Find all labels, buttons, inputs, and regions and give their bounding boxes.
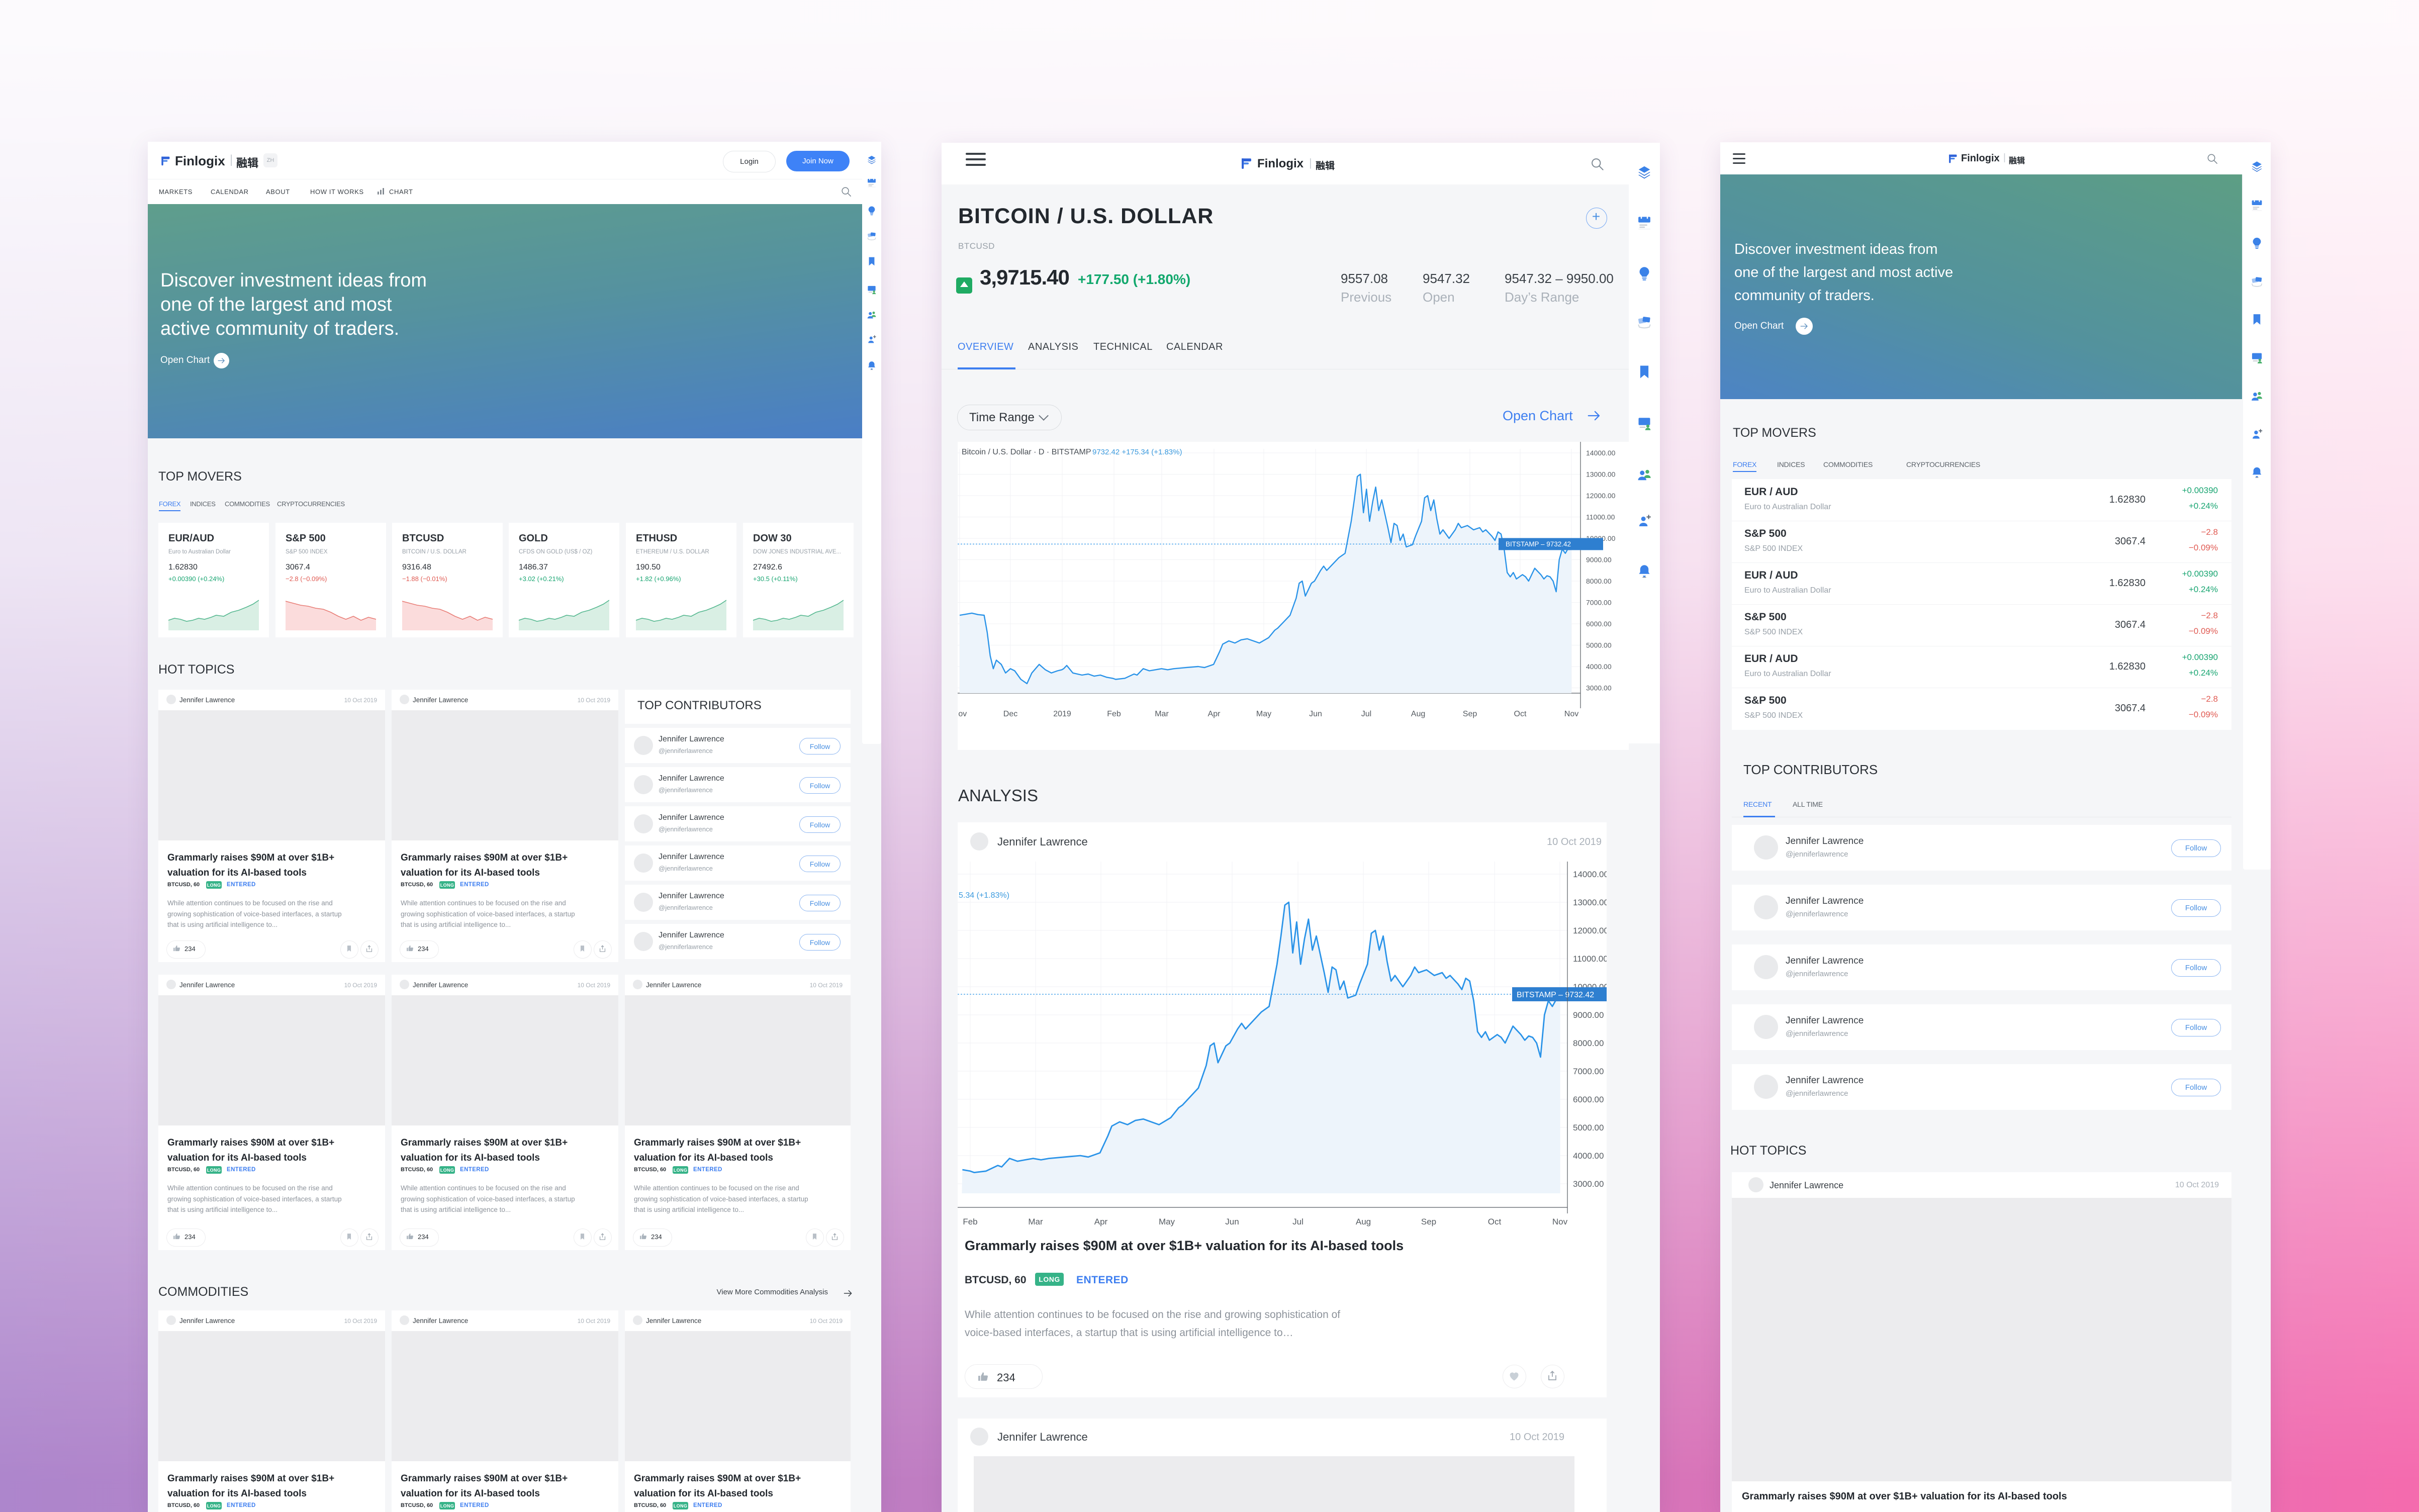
svg-text:Sep: Sep	[1421, 1217, 1436, 1226]
svg-text:5000.00: 5000.00	[1586, 641, 1612, 649]
svg-text:5.34 (+1.83%): 5.34 (+1.83%)	[959, 891, 1009, 900]
svg-text:3000.00: 3000.00	[1573, 1179, 1604, 1189]
svg-text:9732.42 +175.34 (+1.83%): 9732.42 +175.34 (+1.83%)	[1092, 448, 1182, 456]
svg-text:13000.00: 13000.00	[1573, 898, 1607, 907]
svg-text:Sep: Sep	[1463, 710, 1477, 718]
svg-text:6000.00: 6000.00	[1573, 1095, 1604, 1104]
svg-text:Nov: Nov	[958, 710, 967, 718]
svg-text:5000.00: 5000.00	[1573, 1123, 1604, 1132]
svg-text:13000.00: 13000.00	[1586, 470, 1616, 479]
svg-text:14000.00: 14000.00	[1586, 449, 1616, 457]
svg-text:11000.00: 11000.00	[1586, 513, 1615, 521]
svg-text:Apr: Apr	[1094, 1217, 1108, 1226]
svg-text:14000.00: 14000.00	[1573, 870, 1607, 879]
svg-text:Bitcoin / U.S. Dollar · D · BI: Bitcoin / U.S. Dollar · D · BITSTAMP	[962, 448, 1091, 456]
svg-text:Dec: Dec	[1003, 710, 1017, 718]
svg-text:Aug: Aug	[1411, 710, 1425, 718]
svg-text:Jul: Jul	[1361, 710, 1371, 718]
svg-text:Nov: Nov	[1552, 1217, 1568, 1226]
svg-text:12000.00: 12000.00	[1586, 492, 1616, 500]
svg-text:3000.00: 3000.00	[1586, 684, 1612, 692]
svg-text:May: May	[1256, 710, 1271, 718]
svg-text:6000.00: 6000.00	[1586, 620, 1612, 628]
svg-text:May: May	[1159, 1217, 1175, 1226]
svg-text:Aug: Aug	[1356, 1217, 1371, 1226]
svg-text:9000.00: 9000.00	[1586, 556, 1612, 564]
svg-text:Apr: Apr	[1208, 710, 1221, 718]
svg-text:4000.00: 4000.00	[1573, 1151, 1604, 1161]
svg-text:Jun: Jun	[1309, 710, 1322, 718]
svg-text:Feb: Feb	[1107, 710, 1121, 718]
svg-text:7000.00: 7000.00	[1586, 599, 1612, 607]
svg-text:BITSTAMP – 9732.42: BITSTAMP – 9732.42	[1506, 540, 1571, 548]
svg-text:BITSTAMP – 9732.42: BITSTAMP – 9732.42	[1517, 991, 1594, 999]
svg-text:9000.00: 9000.00	[1573, 1010, 1604, 1020]
svg-text:Nov: Nov	[1564, 710, 1578, 718]
svg-text:Oct: Oct	[1514, 710, 1527, 718]
svg-text:8000.00: 8000.00	[1573, 1038, 1604, 1048]
svg-text:Mar: Mar	[1155, 710, 1169, 718]
svg-text:Mar: Mar	[1028, 1217, 1043, 1226]
svg-text:Feb: Feb	[963, 1217, 977, 1226]
svg-text:Jun: Jun	[1225, 1217, 1239, 1226]
svg-text:12000.00: 12000.00	[1573, 926, 1607, 935]
svg-text:Oct: Oct	[1488, 1217, 1502, 1226]
svg-text:7000.00: 7000.00	[1573, 1067, 1604, 1076]
svg-text:4000.00: 4000.00	[1586, 663, 1612, 671]
svg-text:8000.00: 8000.00	[1586, 577, 1612, 585]
svg-text:2019: 2019	[1053, 710, 1071, 718]
svg-text:11000.00: 11000.00	[1573, 954, 1607, 964]
svg-text:Jul: Jul	[1292, 1217, 1304, 1226]
